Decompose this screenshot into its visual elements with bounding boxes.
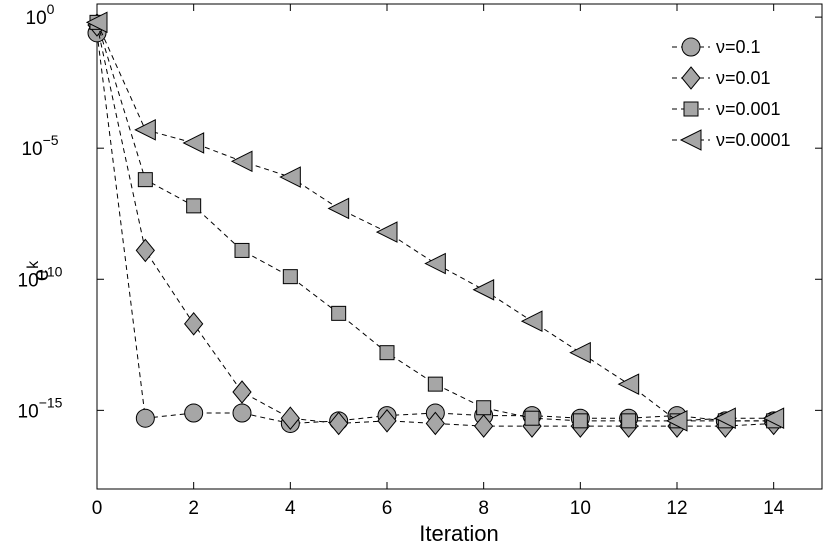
- data-point-triangle-left: [569, 341, 591, 364]
- series-line: [96, 32, 774, 424]
- data-point-triangle-left: [472, 278, 495, 301]
- data-point-triangle-left: [327, 197, 350, 220]
- data-point-square: [524, 410, 540, 426]
- series-diamond: [87, 13, 784, 438]
- y-tick-exponent: −15: [39, 394, 63, 410]
- x-tick-label: 14: [763, 498, 785, 519]
- data-point-triangle-left: [714, 407, 736, 430]
- data-point-circle: [135, 408, 155, 428]
- data-point-square: [572, 413, 588, 429]
- legend-marker-circle: [681, 37, 701, 57]
- y-axis-label-base: e: [28, 269, 53, 281]
- data-point-diamond: [232, 380, 252, 404]
- y-tick-exponent: −5: [43, 132, 59, 148]
- y-tick-label: 10−15: [18, 394, 63, 422]
- data-point-triangle-left: [279, 166, 301, 188]
- legend-marker-triangle-left: [679, 129, 702, 151]
- data-point-triangle-left: [375, 221, 398, 243]
- data-point-square: [427, 376, 443, 392]
- legend-marker-square: [683, 101, 699, 117]
- data-point-triangle-left: [762, 407, 785, 430]
- data-point-triangle-left: [134, 119, 156, 141]
- legend-marker-diamond: [681, 66, 701, 90]
- data-point-triangle-left: [520, 310, 543, 333]
- x-tick-label: 2: [188, 498, 199, 519]
- x-tick-label: 6: [382, 498, 393, 519]
- data-point-triangle-left: [85, 11, 108, 34]
- y-tick-label: 10−5: [21, 132, 58, 160]
- x-tick-label: 12: [666, 498, 687, 519]
- data-point-square: [186, 198, 202, 214]
- data-point-square: [137, 172, 153, 188]
- series-layer: [85, 11, 785, 438]
- data-point-triangle-left: [617, 373, 640, 395]
- data-point-square: [234, 242, 250, 258]
- data-point-triangle-left: [424, 252, 446, 275]
- data-point-diamond: [184, 312, 204, 336]
- y-axis-label-superscript: k: [25, 260, 42, 269]
- legend-label: ν=0.01: [716, 68, 771, 88]
- data-point-diamond: [280, 406, 300, 431]
- data-point-triangle-left: [665, 410, 688, 432]
- y-tick-exponent: −10: [39, 263, 63, 279]
- legend-label: ν=0.001: [716, 99, 781, 119]
- legend-label: ν=0.1: [716, 37, 761, 57]
- data-point-diamond: [474, 414, 494, 438]
- data-point-square: [331, 305, 347, 321]
- x-tick-label: 4: [285, 498, 296, 519]
- series-line: [96, 24, 774, 427]
- data-point-diamond: [135, 238, 155, 263]
- data-point-circle: [184, 403, 204, 423]
- data-point-circle: [232, 403, 252, 423]
- y-tick-label: 100: [26, 1, 55, 29]
- x-tick-label: 10: [570, 498, 591, 519]
- series-triangle-left: [85, 11, 785, 432]
- data-point-diamond: [377, 409, 397, 433]
- x-tick-label: 0: [92, 498, 103, 519]
- data-point-diamond: [329, 411, 349, 436]
- x-tick-label: 8: [478, 498, 489, 519]
- data-point-square: [282, 269, 298, 285]
- x-axis-label: Iteration: [419, 521, 499, 546]
- plot-area-frame: [96, 3, 823, 490]
- data-point-diamond: [425, 411, 445, 436]
- legend: ν=0.1 ν=0.01 ν=0.001 ν=0.0001: [668, 28, 812, 152]
- y-tick-exponent: 0: [47, 1, 55, 17]
- data-point-triangle-left: [182, 132, 205, 154]
- data-point-square: [621, 413, 637, 429]
- y-axis-label: ek: [25, 260, 53, 281]
- data-point-square: [379, 345, 395, 361]
- legend-label: ν=0.0001: [716, 130, 791, 150]
- data-point-triangle-left: [230, 150, 253, 173]
- data-point-square: [476, 400, 492, 416]
